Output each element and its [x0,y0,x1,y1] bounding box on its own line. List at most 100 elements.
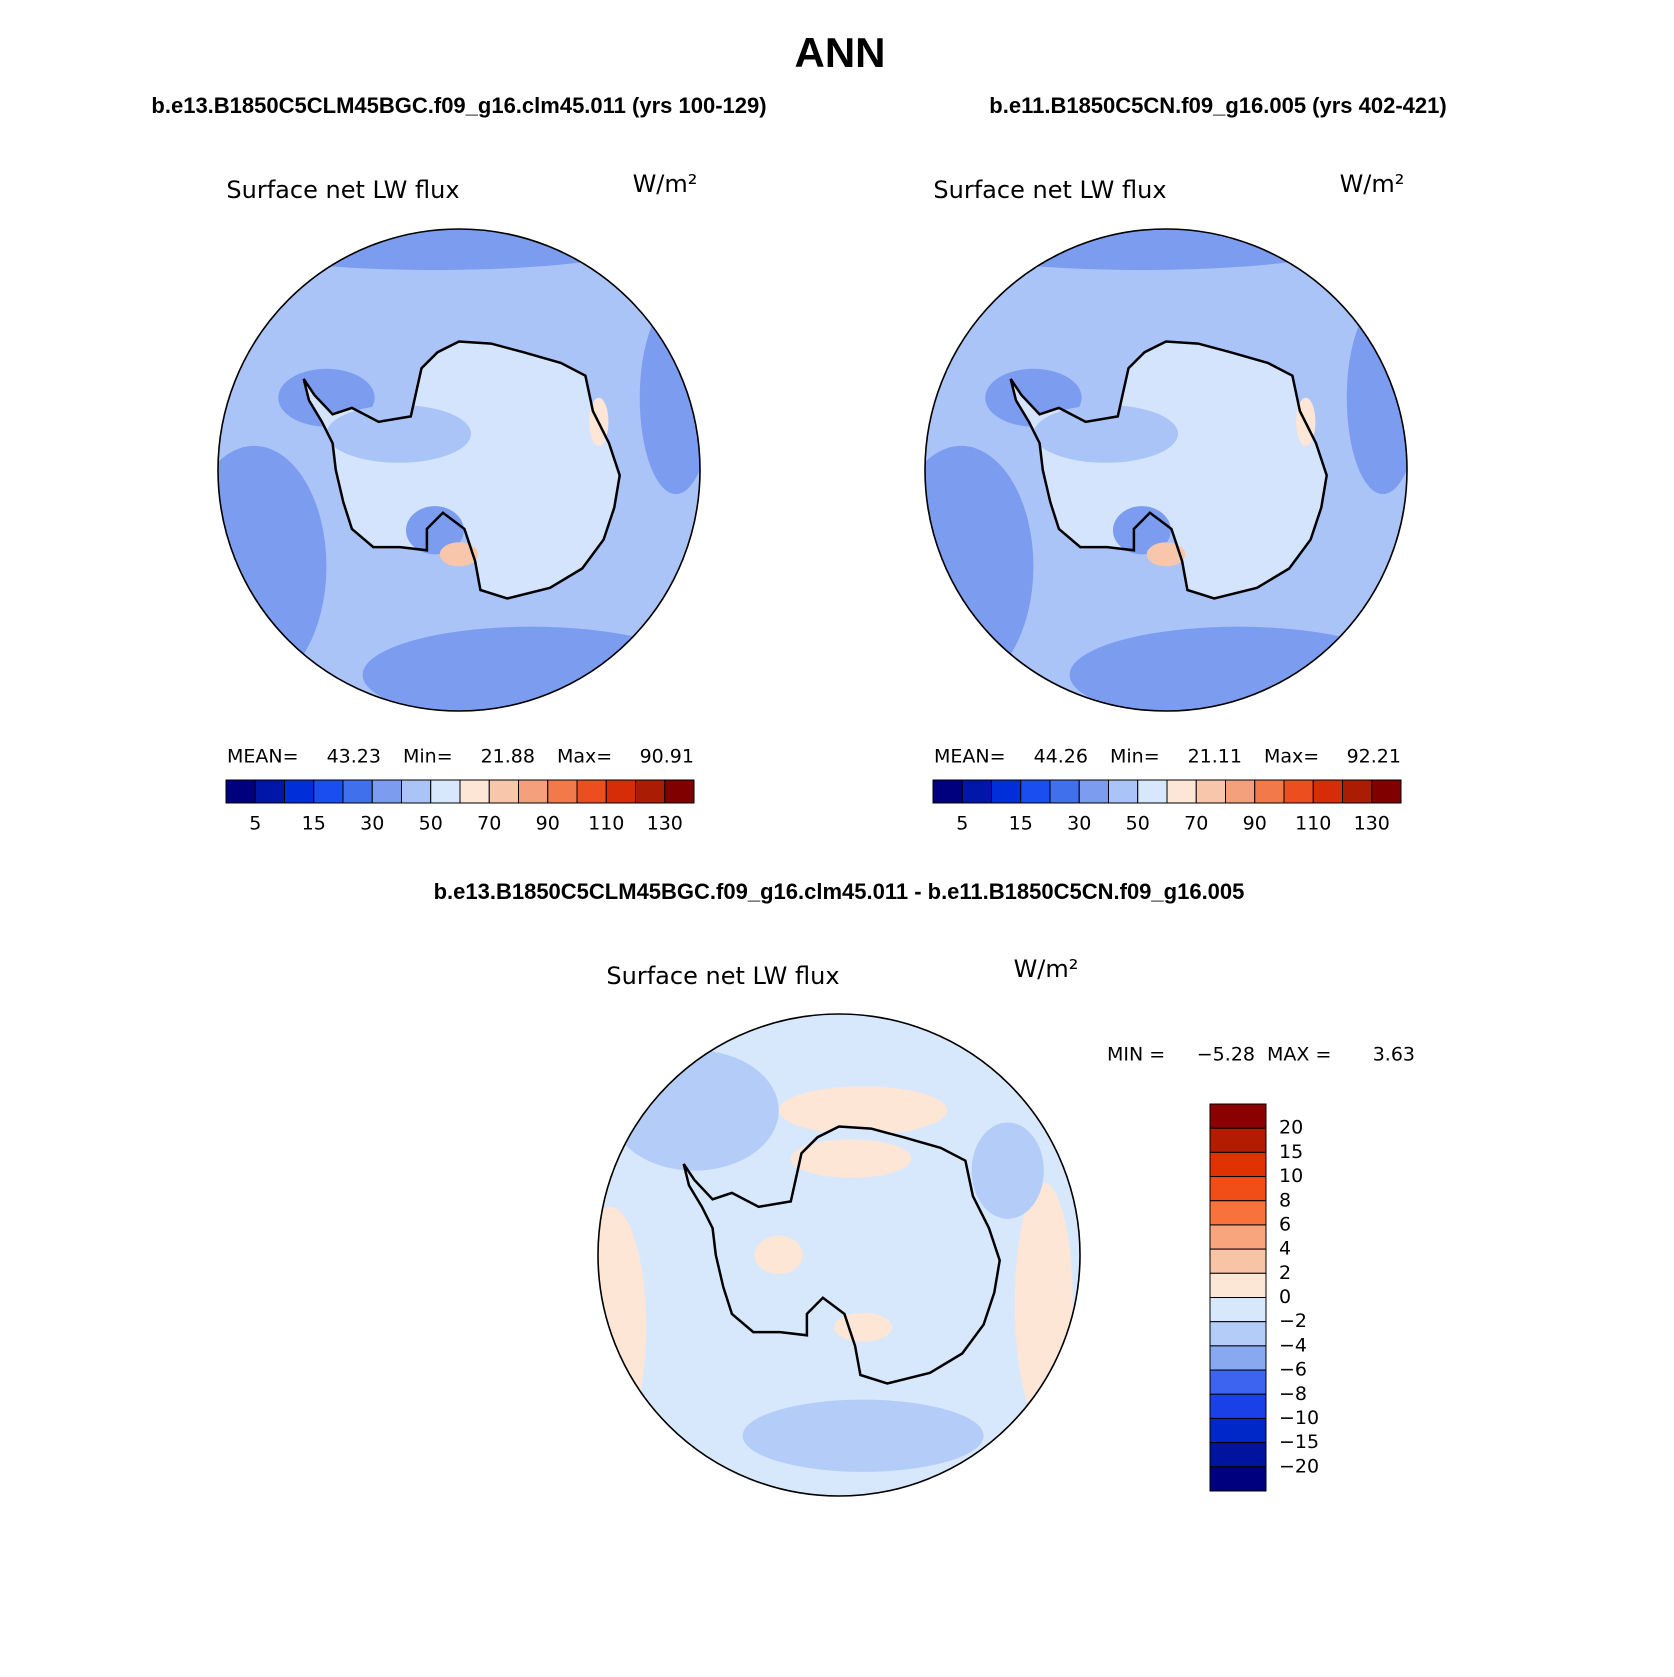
colorbar-box [430,779,461,804]
continent [303,341,620,599]
map-region [1069,626,1407,711]
map-region [610,1050,779,1171]
map-border [597,1013,1081,1497]
units: W/m² [1014,955,1079,983]
map-region [1014,1182,1073,1424]
colorbar-box [1283,779,1314,804]
stat-value: 21.88 [481,746,535,768]
map-region [639,301,700,495]
colorbar-label: 130 [1354,813,1390,835]
land-region [1033,404,1179,463]
field-name: Surface net LW flux [226,176,459,204]
colorbar-box [1209,1417,1267,1444]
panel-subtitle: b.e11.B1850C5CN.f09_g16.005 (yrs 402-421… [989,93,1446,118]
colorbar-box [1209,1442,1267,1468]
stat-value: 92.21 [1347,746,1401,768]
colorbar-box [1078,779,1109,804]
colorbar-box [1209,1224,1267,1250]
colorbar-box [254,779,285,804]
continent [1010,341,1327,599]
stat-label: MEAN= [227,746,299,768]
land-region [326,404,472,463]
map-region [971,1122,1044,1219]
land-region [754,1235,803,1275]
colorbar-label: 90 [536,813,560,835]
stat-label: Max= [557,746,612,768]
colorbar-label: 4 [1279,1238,1291,1260]
colorbar-label: 50 [419,813,443,835]
map [218,229,700,711]
colorbar-label: 110 [588,813,624,835]
colorbar-box [1209,1151,1267,1178]
colorbar-label: 130 [647,813,683,835]
map-region [362,626,700,711]
colorbar-label: 6 [1279,1213,1291,1235]
colorbar-box [961,779,992,804]
stat-label: Min= [1110,746,1160,768]
colorbar-label: 8 [1279,1189,1291,1211]
stat-value: 43.23 [327,746,381,768]
colorbar-label: −4 [1279,1334,1307,1356]
map-region [925,229,1359,270]
units: W/m² [633,170,698,198]
colorbar-box [225,779,256,804]
stat-value: 90.91 [640,746,694,768]
coastline [302,340,621,600]
land-region [834,1312,893,1342]
colorbar-box [1137,779,1168,804]
colorbar-label: 10 [1279,1165,1303,1187]
colorbar-label: 110 [1295,813,1331,835]
colorbar-box [1342,779,1373,804]
map-region [925,445,1034,687]
colorbar-label: 50 [1126,813,1150,835]
stat-value: −5.28 [1197,1044,1255,1066]
colorbar-label: 15 [1009,813,1033,835]
colorbar-box [1225,779,1256,804]
colorbar-label: 5 [249,813,261,835]
colorbar-box [1166,779,1197,804]
land-region [790,1139,912,1178]
colorbar-box [371,779,402,804]
map [598,1014,1080,1496]
colorbar-label: 20 [1279,1117,1303,1139]
stat-value: 3.63 [1373,1044,1415,1066]
stat-value: 44.26 [1034,746,1088,768]
coastline [682,1125,1001,1385]
map-region [778,1086,948,1135]
colorbar-label: 15 [302,813,326,835]
colorbar-box [401,779,432,804]
colorbar-label: −20 [1279,1455,1319,1477]
colorbar-box [1195,779,1226,804]
land-region [1146,542,1186,567]
map-region [1346,301,1407,495]
colorbar-box [576,779,607,804]
colorbar-box [1254,779,1285,804]
colorbar-box [1209,1176,1267,1202]
map [925,229,1407,711]
colorbar-box [1020,779,1051,804]
units: W/m² [1340,170,1405,198]
stat-label: MEAN= [934,746,1006,768]
coastline [1009,340,1328,600]
land-region [439,542,479,567]
colorbar-label: 5 [956,813,968,835]
colorbar-label: 30 [360,813,384,835]
colorbar-box [342,779,373,804]
colorbar-box [932,779,963,804]
colorbar-label: 15 [1279,1141,1303,1163]
stat-label: Min= [403,746,453,768]
colorbar-label: 2 [1279,1262,1291,1284]
colorbar-box [1209,1369,1267,1395]
continent [683,1126,1000,1384]
map-region [598,1206,647,1448]
map-region [742,1399,984,1472]
colorbar-box [459,779,490,804]
field-name: Surface net LW flux [933,176,1166,204]
colorbar-box [605,779,636,804]
colorbar-box [1049,779,1080,804]
colorbar-box [1312,779,1343,804]
field-name: Surface net LW flux [606,962,839,990]
colorbar-box [1209,1466,1267,1492]
